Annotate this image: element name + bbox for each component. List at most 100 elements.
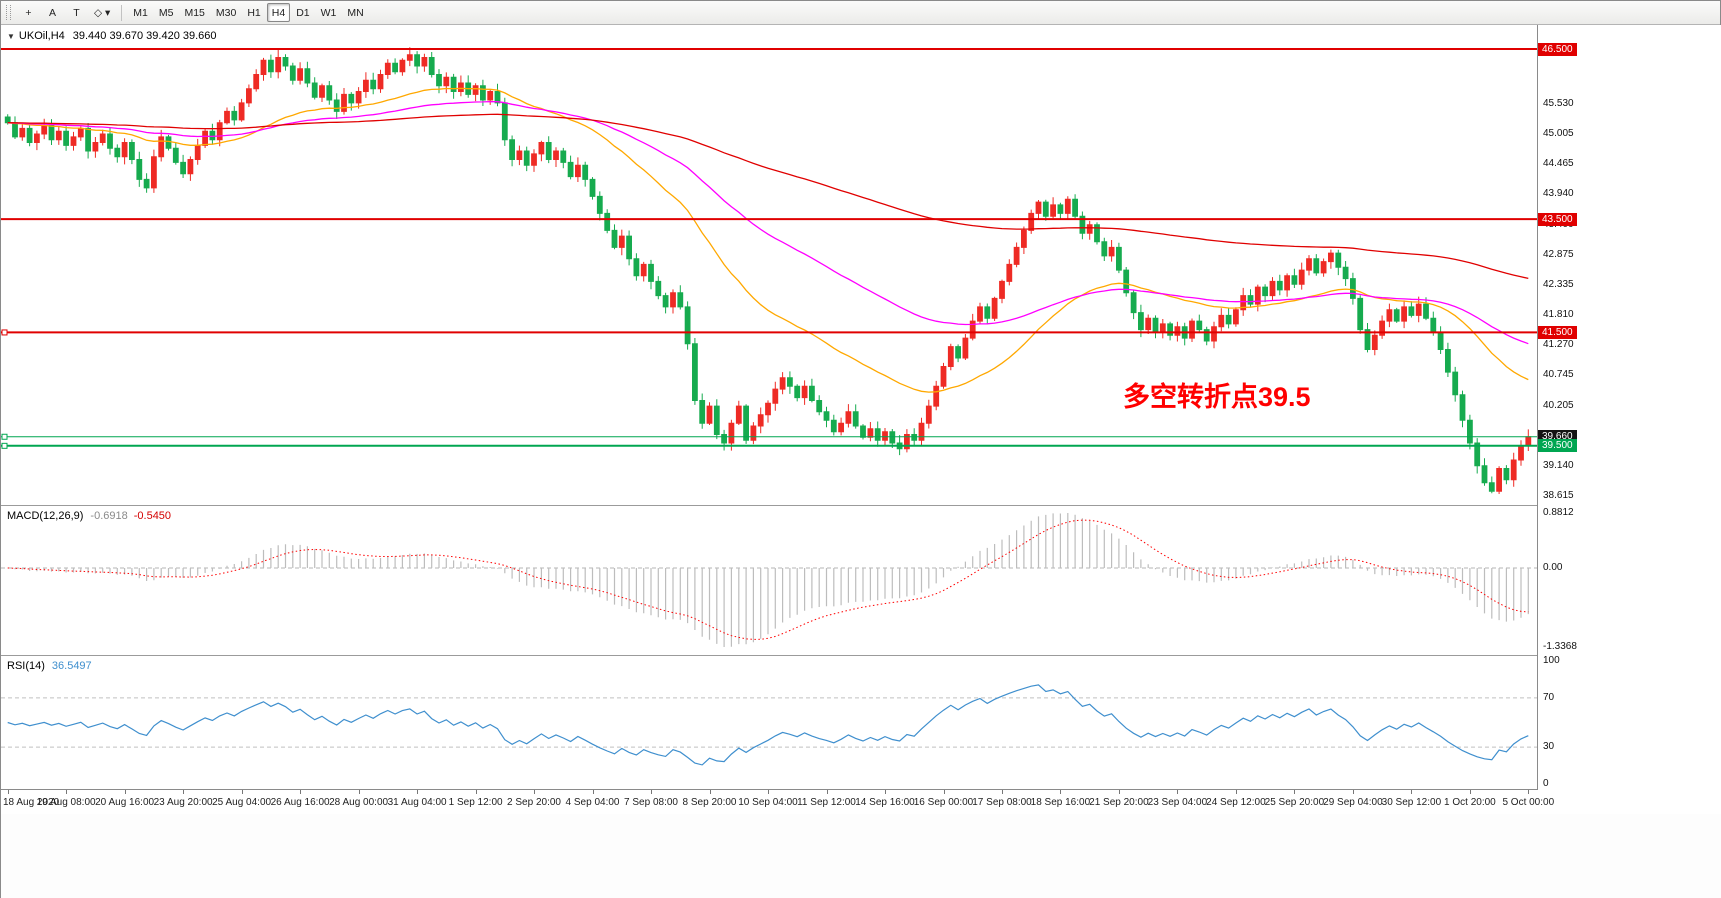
time-axis-tick [885, 790, 886, 794]
timeframe-d1-button[interactable]: D1 [296, 6, 310, 19]
time-axis-label: 14 Sep 16:00 [855, 797, 915, 808]
time-axis-label: 26 Aug 16:00 [270, 797, 330, 808]
time-axis-tick [358, 790, 360, 794]
price-axis-label: 45.005 [1543, 127, 1574, 139]
main-chart-canvas[interactable] [1, 25, 1537, 505]
toolbar: + A T ◇ ▾ M1 M5 M15 M30 H1 H4 D1 W1 MN [1, 1, 1720, 25]
timeframe-w1-button[interactable]: W1 [320, 6, 337, 19]
rsi-axis-label: 0 [1543, 778, 1549, 789]
time-axis-tick [651, 790, 652, 794]
macd-indicator-label: MACD(12,26,9) -0.6918 -0.5450 [7, 510, 171, 522]
time-axis-label: 1 Oct 20:00 [1444, 797, 1496, 808]
price-axis-label: 41.810 [1543, 308, 1574, 320]
time-axis-label: 10 Sep 04:00 [738, 797, 798, 808]
price-axis[interactable]: 45.53045.00544.46543.94043.40042.87542.3… [1537, 25, 1721, 790]
price-axis-label: 42.875 [1543, 248, 1574, 260]
rsi-title: RSI(14) [7, 660, 45, 672]
price-axis-badge-46.500: 46.500 [1538, 42, 1577, 56]
timeframe-h4-button[interactable]: H4 [266, 3, 291, 22]
time-axis-tick [1294, 790, 1296, 794]
macd-title: MACD(12,26,9) [7, 510, 84, 522]
timeframe-m5-button[interactable]: M5 [158, 6, 174, 19]
time-axis-label: 5 Oct 00:00 [1502, 797, 1555, 808]
time-axis-label: 20 Aug 16:00 [95, 797, 155, 808]
panel-separator[interactable] [1, 505, 1721, 506]
time-axis-tick [417, 790, 419, 794]
rsi-value: 36.5497 [51, 660, 92, 672]
time-axis-label: 25 Sep 20:00 [1264, 797, 1325, 808]
timeframe-mn-button[interactable]: MN [347, 6, 364, 19]
time-axis-tick [475, 790, 477, 794]
rsi-panel-canvas[interactable] [1, 656, 1537, 789]
price-axis-label: 44.465 [1543, 158, 1574, 170]
panel-separator[interactable] [1, 655, 1721, 656]
time-axis-tick [1235, 790, 1237, 794]
time-axis-tick [534, 790, 535, 794]
hline-anchor-marker[interactable] [1, 433, 8, 440]
timeframe-m1-button[interactable]: M1 [133, 6, 148, 19]
price-axis-badge-43.500: 43.500 [1538, 212, 1577, 226]
chart-title: ▼ UKOil,H4 39.440 39.670 39.420 39.660 [7, 30, 217, 42]
macd-axis-label: 0.8812 [1543, 507, 1574, 518]
time-axis-label: 19 Aug 08:00 [36, 797, 96, 808]
time-axis-label: 18 Aug 2020 [3, 797, 60, 808]
price-axis-label: 38.615 [1543, 490, 1574, 501]
ma-fast-line [7, 87, 1529, 393]
time-axis-tick [1002, 790, 1003, 794]
candles-bullish [19, 47, 1532, 494]
time-axis-label: 23 Sep 04:00 [1147, 797, 1208, 808]
symbol-timeframe-label: UKOil,H4 [18, 30, 65, 42]
rsi-indicator-label: RSI(14) 36.5497 [7, 660, 92, 672]
text-tool-button[interactable]: T [73, 6, 80, 19]
crosshair-tool-button[interactable]: + [25, 6, 32, 19]
arrow-tool-button[interactable]: A [48, 6, 56, 19]
hline-anchor-marker[interactable] [1, 329, 8, 336]
time-axis-tick [1177, 790, 1179, 794]
time-axis[interactable]: 18 Aug 2020 19 Aug 08:00 20 Aug 16:00 23 Au… [1, 789, 1721, 814]
price-axis-label: 42.335 [1543, 279, 1574, 291]
time-axis-label: 11 Sep 12:00 [797, 797, 856, 808]
time-axis-label: 8 Sep 20:00 [682, 797, 737, 808]
macd-main-value: -0.6918 [90, 510, 128, 522]
time-axis-label: 31 Aug 04:00 [387, 797, 447, 808]
time-axis-label: 24 Sep 12:00 [1206, 797, 1266, 808]
time-axis-tick [1469, 790, 1471, 794]
time-axis-tick [300, 790, 302, 794]
price-axis-label: 40.745 [1543, 369, 1574, 381]
time-axis-label: 28 Aug 00:00 [329, 797, 389, 808]
time-axis-tick [1118, 790, 1120, 794]
time-axis-label: 23 Aug 20:00 [153, 797, 213, 808]
time-axis-tick [1060, 790, 1062, 794]
time-axis-label: 29 Sep 04:00 [1323, 797, 1383, 808]
time-axis-tick [943, 790, 945, 794]
time-axis-tick [768, 790, 769, 794]
time-axis-tick [66, 790, 68, 794]
time-axis-label: 18 Sep 16:00 [1030, 797, 1091, 808]
timeframe-buttons-group: M1 M5 M15 M30 H1 H4 D1 W1 MN [128, 3, 368, 22]
chart-text-annotation[interactable]: 多空转折点39.5 [1123, 382, 1311, 412]
time-axis-tick [709, 790, 711, 794]
time-axis-label: 21 Sep 20:00 [1089, 797, 1149, 808]
rsi-axis-label: 70 [1543, 691, 1555, 703]
price-axis-label: 41.270 [1543, 339, 1574, 351]
shapes-tool-button[interactable]: ◇ ▾ [94, 6, 111, 19]
ma-slow-line [7, 113, 1529, 280]
time-axis-label: 30 Sep 12:00 [1381, 797, 1442, 808]
rsi-axis-label: 100 [1543, 655, 1560, 666]
macd-panel-canvas[interactable] [1, 506, 1537, 654]
time-axis-tick [826, 790, 828, 794]
macd-histogram [14, 513, 1529, 647]
toolbar-grip[interactable] [6, 5, 11, 20]
hline-anchor-marker[interactable] [1, 442, 8, 449]
timeframe-m30-button[interactable]: M30 [215, 6, 237, 19]
time-axis-tick [124, 790, 126, 794]
timeframe-h1-button[interactable]: H1 [247, 6, 261, 19]
timeframe-m15-button[interactable]: M15 [184, 6, 205, 19]
candles-bearish [4, 51, 1510, 494]
chart-title-marker-icon: ▼ [7, 32, 15, 41]
rsi-axis-label: 30 [1543, 741, 1555, 753]
toolbar-separator [121, 4, 123, 21]
drawing-tools-group: + A T ◇ ▾ [17, 3, 115, 22]
time-axis-tick [1352, 790, 1354, 794]
